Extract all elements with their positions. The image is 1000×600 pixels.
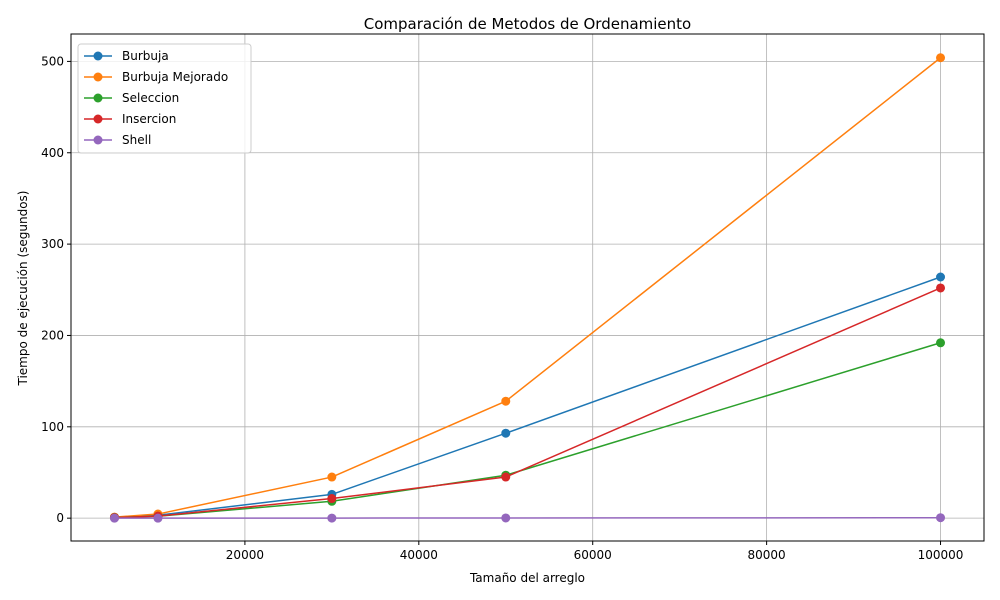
y-tick-label: 200 xyxy=(41,328,64,342)
legend-entry: Insercion xyxy=(84,112,176,126)
plot-frame xyxy=(70,33,985,542)
x-tick-label: 100000 xyxy=(918,548,964,562)
legend: Burbuja Burbuja Mejorado Seleccion Insercio… xyxy=(77,43,252,154)
y-tick-label: 0 xyxy=(56,511,64,525)
legend-box xyxy=(77,43,252,154)
data-point xyxy=(501,513,511,523)
legend-marker xyxy=(93,51,103,61)
x-tick-label: 20000 xyxy=(226,548,264,562)
data-point xyxy=(109,513,119,523)
chart-title: Comparación de Metodos de Ordenamiento xyxy=(364,15,691,33)
data-point xyxy=(936,338,946,348)
data-point xyxy=(327,472,337,482)
legend-marker xyxy=(93,114,103,124)
data-point xyxy=(936,283,946,293)
legend-marker xyxy=(93,72,103,82)
data-point xyxy=(501,396,511,406)
data-point xyxy=(936,53,946,63)
x-axis-label: Tamaño del arreglo xyxy=(469,571,585,585)
legend-label: Insercion xyxy=(122,112,176,126)
legend-label: Burbuja xyxy=(122,49,169,63)
x-tick-label: 40000 xyxy=(400,548,438,562)
legend-entry: Shell xyxy=(84,133,151,147)
y-tick-label: 400 xyxy=(41,146,64,160)
legend-label: Seleccion xyxy=(122,91,179,105)
legend-label: Shell xyxy=(122,133,151,147)
legend-marker xyxy=(93,93,103,103)
legend-entry: Burbuja xyxy=(84,49,169,63)
data-point xyxy=(501,472,511,482)
data-point xyxy=(327,513,337,523)
data-point xyxy=(153,513,163,523)
series-shell xyxy=(109,513,946,523)
y-axis-label: Tiempo de ejecución (segundos) xyxy=(16,191,30,387)
x-tick-label: 80000 xyxy=(748,548,786,562)
legend-marker xyxy=(93,135,103,145)
legend-entry: Burbuja Mejorado xyxy=(84,70,228,84)
legend-label: Burbuja Mejorado xyxy=(122,70,228,84)
data-point xyxy=(327,494,337,504)
grid xyxy=(71,34,984,541)
ticks: 20000 40000 60000 80000 100000 0 100 200 300 400 5… xyxy=(41,54,963,562)
series-layer xyxy=(109,53,946,523)
y-tick-label: 300 xyxy=(41,237,64,251)
data-point xyxy=(936,272,946,282)
data-point xyxy=(936,513,946,523)
x-tick-label: 60000 xyxy=(574,548,612,562)
legend-entry: Seleccion xyxy=(84,91,179,105)
data-point xyxy=(501,428,511,438)
y-tick-label: 100 xyxy=(41,420,64,434)
y-tick-label: 500 xyxy=(41,54,64,68)
